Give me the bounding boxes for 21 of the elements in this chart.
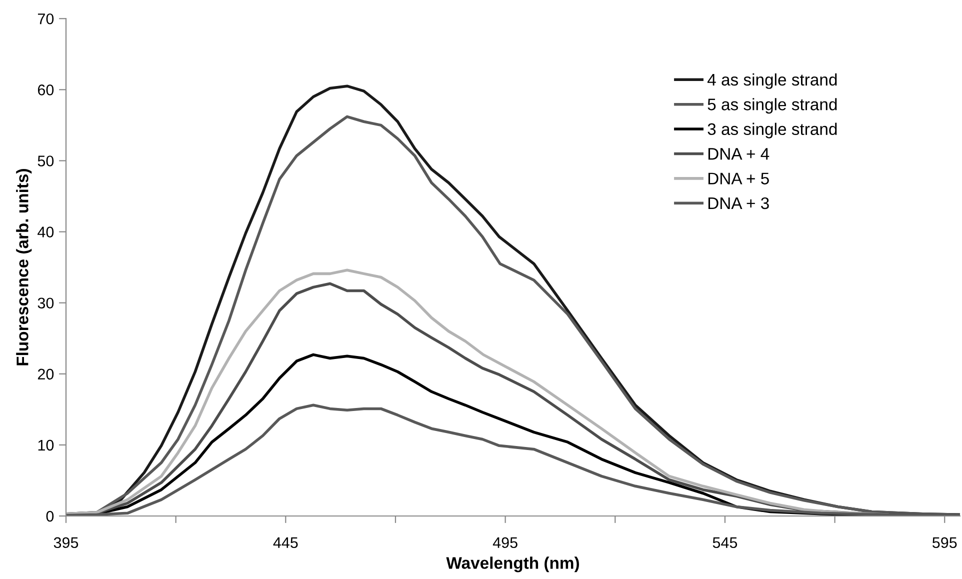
y-tick-label: 70 [38, 13, 54, 24]
y-tick-label: 10 [38, 440, 54, 451]
legend-label: 4 as single strand [707, 73, 837, 89]
x-tick-label: 595 [932, 537, 957, 548]
legend-label: 5 as single strand [708, 98, 837, 114]
legend-label: DNA + 3 [708, 197, 769, 210]
y-tick-label: 50 [38, 156, 54, 166]
x-tick-label: 395 [54, 537, 78, 548]
x-tick-label: 445 [273, 537, 298, 548]
x-tick-label: 545 [712, 537, 738, 548]
y-tick-label: 0 [46, 510, 54, 522]
y-tick-label: 30 [38, 298, 54, 309]
legend-label: DNA + 4 [708, 148, 770, 160]
y-axis-title: Fluorescence (arb. units) [16, 169, 32, 366]
y-tick-label: 20 [38, 368, 54, 380]
x-axis-title: Wavelength (nm) [446, 556, 579, 572]
legend-label: 3 as single strand [708, 122, 837, 138]
x-tick-label: 495 [492, 537, 518, 548]
legend-label: DNA + 5 [708, 172, 769, 184]
y-tick-label: 60 [38, 84, 54, 96]
y-tick-label: 40 [38, 226, 54, 238]
